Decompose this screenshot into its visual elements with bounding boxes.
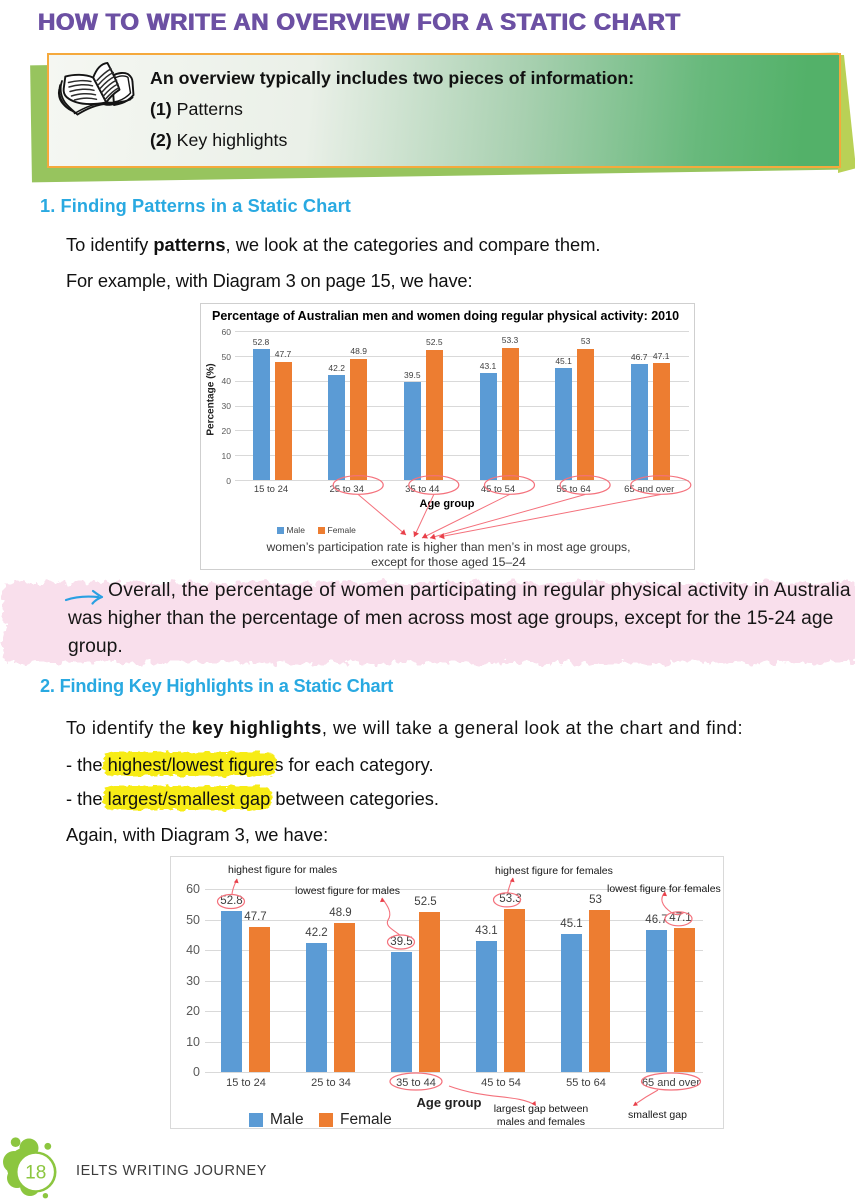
- svg-text:18: 18: [25, 1163, 46, 1184]
